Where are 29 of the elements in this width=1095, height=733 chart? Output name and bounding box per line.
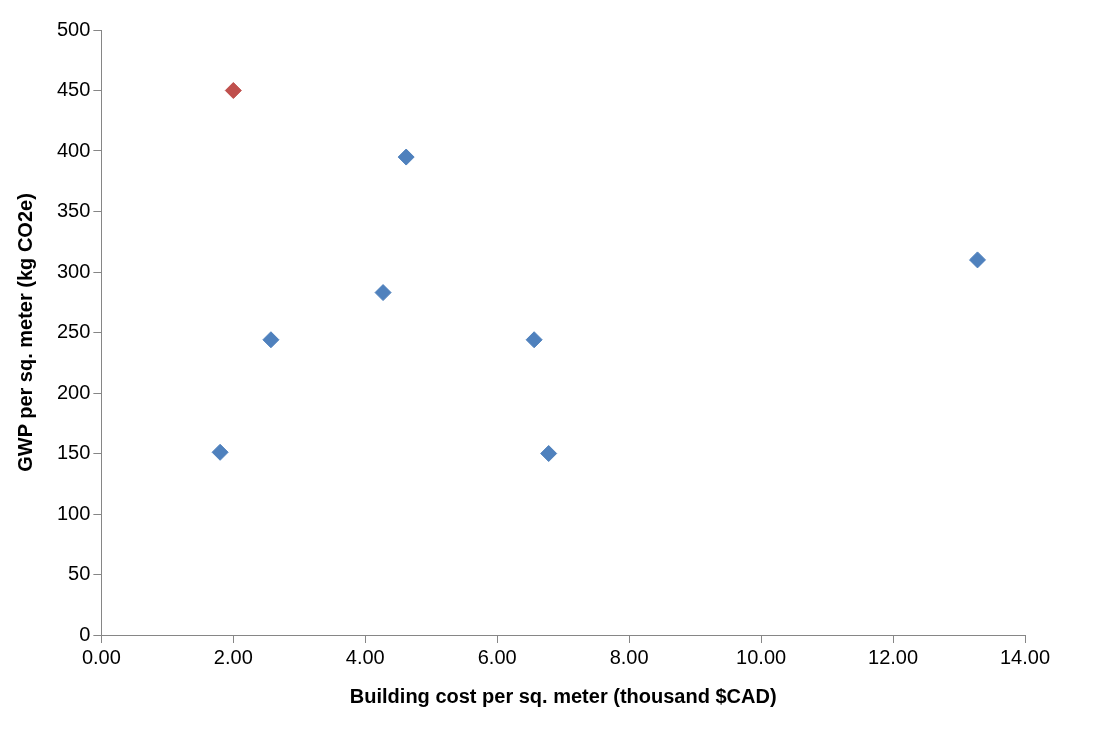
x-tick-label: 6.00 xyxy=(477,645,517,668)
y-tick-label: 450 xyxy=(56,78,91,101)
point xyxy=(374,284,392,302)
x-tick-label: 10.00 xyxy=(736,645,787,668)
point xyxy=(211,443,229,461)
point xyxy=(540,445,558,462)
x-tick-label: 14.00 xyxy=(999,645,1051,668)
y-tick-label: 100 xyxy=(56,501,91,524)
point xyxy=(397,148,415,166)
x-tick-label: 2.00 xyxy=(213,645,253,668)
point xyxy=(262,331,280,349)
x-tick-label: 4.00 xyxy=(345,645,385,668)
x-tick-label: 12.00 xyxy=(868,645,919,668)
y-axis-title: GWP per sq. meter (kg CO2e) xyxy=(13,193,36,472)
y-tick-label: 300 xyxy=(56,259,91,282)
x-tick-label: 0.00 xyxy=(81,645,121,668)
y-tick-label: 150 xyxy=(56,441,91,464)
point xyxy=(969,251,986,269)
y-tick-label: 50 xyxy=(68,562,91,585)
y-tick-label: 200 xyxy=(56,380,91,403)
y-tick-label: 0 xyxy=(79,622,91,645)
y-tick-label: 250 xyxy=(56,320,91,343)
x-tick-label: 8.00 xyxy=(609,645,649,668)
y-tick-label: 400 xyxy=(56,138,91,161)
y-tick-label: 350 xyxy=(56,199,91,222)
point xyxy=(525,331,543,349)
y-tick-label: 500 xyxy=(56,17,91,40)
x-axis-title: Building cost per sq. meter (thousand $CAD) xyxy=(349,684,777,707)
point xyxy=(224,82,242,99)
